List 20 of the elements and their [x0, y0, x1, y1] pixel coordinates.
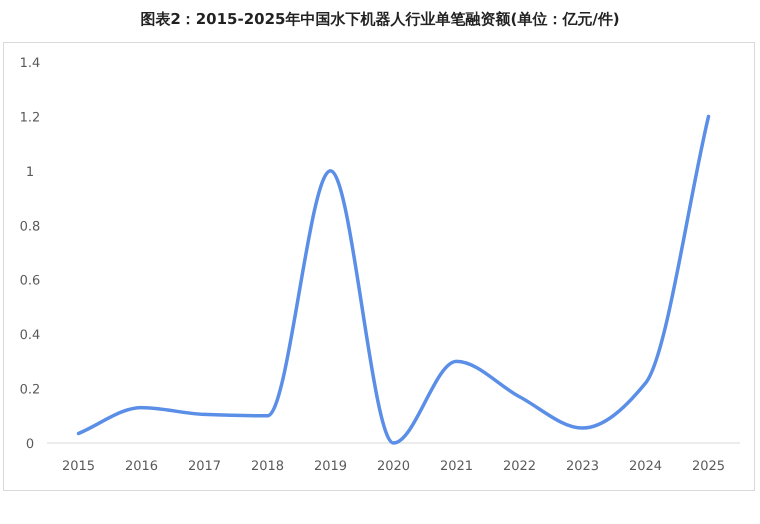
- x-tick-label: 2023: [566, 459, 600, 474]
- x-tick-label: 2015: [62, 459, 96, 474]
- y-tick-label: 0.4: [20, 328, 40, 344]
- x-tick-label: 2017: [188, 459, 222, 474]
- x-tick-label: 2025: [692, 459, 726, 474]
- x-tick-label: 2021: [440, 459, 474, 474]
- chart-title: 图表2：2015-2025年中国水下机器人行业单笔融资额(单位：亿元/件): [140, 10, 620, 28]
- y-tick-label: 0.8: [20, 219, 40, 234]
- x-tick-label: 2020: [376, 459, 410, 474]
- x-tick-label: 2022: [502, 459, 536, 474]
- y-tick-label: 1.2: [20, 110, 40, 126]
- y-tick-label: 0.2: [20, 382, 40, 398]
- x-tick-label: 2024: [628, 459, 662, 474]
- x-tick-label: 2018: [250, 459, 284, 474]
- y-tick-label: 0.6: [20, 274, 40, 289]
- y-tick-label: 0: [26, 437, 34, 452]
- y-tick-label: 1.4: [20, 56, 40, 71]
- y-tick-label: 1: [26, 164, 34, 180]
- x-tick-label: 2019: [314, 459, 348, 474]
- x-tick-label: 2016: [124, 459, 158, 474]
